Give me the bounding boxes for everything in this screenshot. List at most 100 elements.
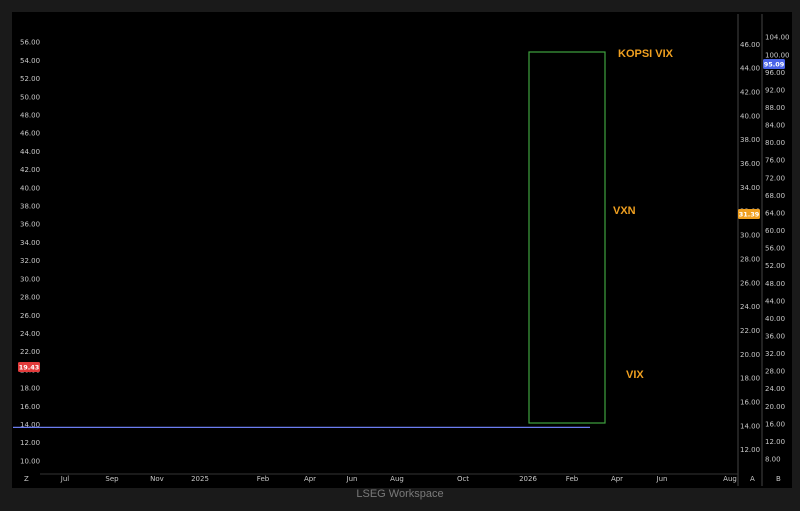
right-axis-tick-label: 92.00 bbox=[765, 86, 785, 94]
right-axis-tick-label: 64.00 bbox=[765, 209, 785, 217]
right-axis-tick-label: 76.00 bbox=[765, 157, 785, 165]
left-axis-tick-label: 28.00 bbox=[20, 294, 40, 302]
right-axis-tick-label: 16.00 bbox=[765, 420, 785, 428]
right-axis-tick-label: 52.00 bbox=[765, 262, 785, 270]
x-tick-label: Feb bbox=[257, 475, 270, 483]
left-axis-tick-label: 22.00 bbox=[20, 348, 40, 356]
left-axis-tick-label: 44.00 bbox=[20, 148, 40, 156]
right-axis-tick-label: 84.00 bbox=[765, 122, 785, 130]
mid-axis-tick-label: 42.00 bbox=[740, 88, 760, 96]
x-tick-label: Sep bbox=[105, 475, 119, 483]
x-tick-label: Jul bbox=[60, 475, 70, 483]
right-axis-tick-label: 104.00 bbox=[765, 34, 790, 42]
left-axis-tick-label: 46.00 bbox=[20, 130, 40, 138]
corner-label-a: A bbox=[750, 475, 755, 483]
mid-axis-tick-label: 30.00 bbox=[740, 232, 760, 240]
plot-area bbox=[12, 12, 792, 488]
x-tick-label: 2026 bbox=[519, 475, 537, 483]
x-tick-label: Aug bbox=[390, 475, 404, 483]
mid-axis-tick-label: 40.00 bbox=[740, 112, 760, 120]
x-tick-label: Oct bbox=[457, 475, 469, 483]
mid-axis-tick-label: 22.00 bbox=[740, 327, 760, 335]
right-axis-tick-label: 28.00 bbox=[765, 368, 785, 376]
series-annotation: VXN bbox=[613, 205, 636, 217]
left-axis-tick-label: 56.00 bbox=[20, 39, 40, 47]
mid-axis-tick-label: 28.00 bbox=[740, 255, 760, 263]
x-tick-label: Jun bbox=[346, 475, 358, 483]
right-axis-tick-label: 80.00 bbox=[765, 139, 785, 147]
series-annotation: KOPSI VIX bbox=[618, 48, 674, 60]
left-axis-tick-label: 52.00 bbox=[20, 75, 40, 83]
left-axis-tick-label: 12.00 bbox=[20, 439, 40, 447]
last-value-badge bbox=[18, 362, 40, 372]
right-axis-tick-label: 72.00 bbox=[765, 174, 785, 182]
last-value-badge bbox=[763, 59, 785, 69]
right-axis-tick-label: 100.00 bbox=[765, 51, 790, 59]
last-value-badge-text: 19.43 bbox=[19, 364, 40, 372]
right-axis-tick-label: 56.00 bbox=[765, 245, 785, 253]
left-axis-tick-label: 24.00 bbox=[20, 330, 40, 338]
corner-label-left: Z bbox=[24, 475, 29, 483]
left-axis-tick-label: 48.00 bbox=[20, 112, 40, 120]
last-value-badge-text: 31.39 bbox=[739, 211, 760, 219]
left-axis-tick-label: 18.00 bbox=[20, 385, 40, 393]
left-axis-tick-label: 30.00 bbox=[20, 275, 40, 283]
right-axis-tick-label: 48.00 bbox=[765, 280, 785, 288]
mid-axis-tick-label: 20.00 bbox=[740, 351, 760, 359]
left-axis-tick-label: 14.00 bbox=[20, 421, 40, 429]
x-tick-label: Jun bbox=[656, 475, 668, 483]
right-axis-tick-label: 96.00 bbox=[765, 69, 785, 77]
right-axis-ticks: 8.00 12.00 16.00 20.00 24.00 28.00 32.00 36.00 4… bbox=[765, 34, 790, 464]
right-axis-tick-label: 60.00 bbox=[765, 227, 785, 235]
highlight-box bbox=[528, 51, 606, 424]
series-annotation: VIX bbox=[626, 369, 644, 381]
right-axis-tick-label: 44.00 bbox=[765, 297, 785, 305]
annotation-layer: KOPSI VIX VXN VIX bbox=[613, 48, 674, 381]
mid-axis-tick-label: 16.00 bbox=[740, 399, 760, 407]
x-tick-label: 2025 bbox=[191, 475, 209, 483]
left-axis-tick-label: 42.00 bbox=[20, 166, 40, 174]
left-axis-tick-label: 34.00 bbox=[20, 239, 40, 247]
corner-label-b: B bbox=[776, 475, 781, 483]
mid-axis-tick-label: 34.00 bbox=[740, 184, 760, 192]
mid-axis-tick-label: 26.00 bbox=[740, 279, 760, 287]
left-axis-tick-label: 50.00 bbox=[20, 93, 40, 101]
left-axis-tick-label: 54.00 bbox=[20, 57, 40, 65]
right-axis-tick-label: 68.00 bbox=[765, 192, 785, 200]
right-axis-tick-label: 12.00 bbox=[765, 438, 785, 446]
x-axis-ticks: Jul Sep Nov 2025 Feb Apr Jun Aug Oct 2026 Feb Apr Ju… bbox=[60, 475, 737, 483]
right-axis-tick-label: 40.00 bbox=[765, 315, 785, 323]
left-axis-tick-label: 16.00 bbox=[20, 403, 40, 411]
left-axis-tick-label: 40.00 bbox=[20, 184, 40, 192]
right-axis-tick-label: 32.00 bbox=[765, 350, 785, 358]
left-axis-ticks: 10.0012.0014.0016.0018.0020.0022.0024.00… bbox=[20, 39, 40, 466]
mid-axis-tick-label: 38.00 bbox=[740, 136, 760, 144]
x-tick-label: Feb bbox=[566, 475, 579, 483]
last-value-badge bbox=[738, 209, 760, 219]
badge-layer: 19.43 31.39 95.09 bbox=[18, 59, 785, 372]
right-axis-tick-label: 24.00 bbox=[765, 385, 785, 393]
footer-brand: LSEG Workspace bbox=[356, 488, 444, 500]
mid-axis-tick-label: 44.00 bbox=[740, 65, 760, 73]
mid-axis-tick-label: 24.00 bbox=[740, 303, 760, 311]
mid-axis-tick-label: 36.00 bbox=[740, 160, 760, 168]
right-axis-tick-label: 8.00 bbox=[765, 456, 781, 464]
x-tick-label: Aug bbox=[723, 475, 737, 483]
mid-axis-tick-label: 46.00 bbox=[740, 41, 760, 49]
mid-axis-tick-label: 14.00 bbox=[740, 422, 760, 430]
right-axis-tick-label: 88.00 bbox=[765, 104, 785, 112]
x-tick-label: Apr bbox=[611, 475, 623, 483]
left-axis-tick-label: 36.00 bbox=[20, 221, 40, 229]
last-value-badge-text: 95.09 bbox=[764, 61, 785, 69]
right-axis-tick-label: 20.00 bbox=[765, 403, 785, 411]
left-axis-tick-label: 26.00 bbox=[20, 312, 40, 320]
mid-axis-tick-label: 12.00 bbox=[740, 446, 760, 454]
right-axis-tick-label: 36.00 bbox=[765, 332, 785, 340]
x-tick-label: Nov bbox=[150, 475, 164, 483]
left-axis-tick-label: 32.00 bbox=[20, 257, 40, 265]
left-axis-tick-label: 38.00 bbox=[20, 203, 40, 211]
x-tick-label: Apr bbox=[304, 475, 316, 483]
mid-axis-tick-label: 18.00 bbox=[740, 375, 760, 383]
